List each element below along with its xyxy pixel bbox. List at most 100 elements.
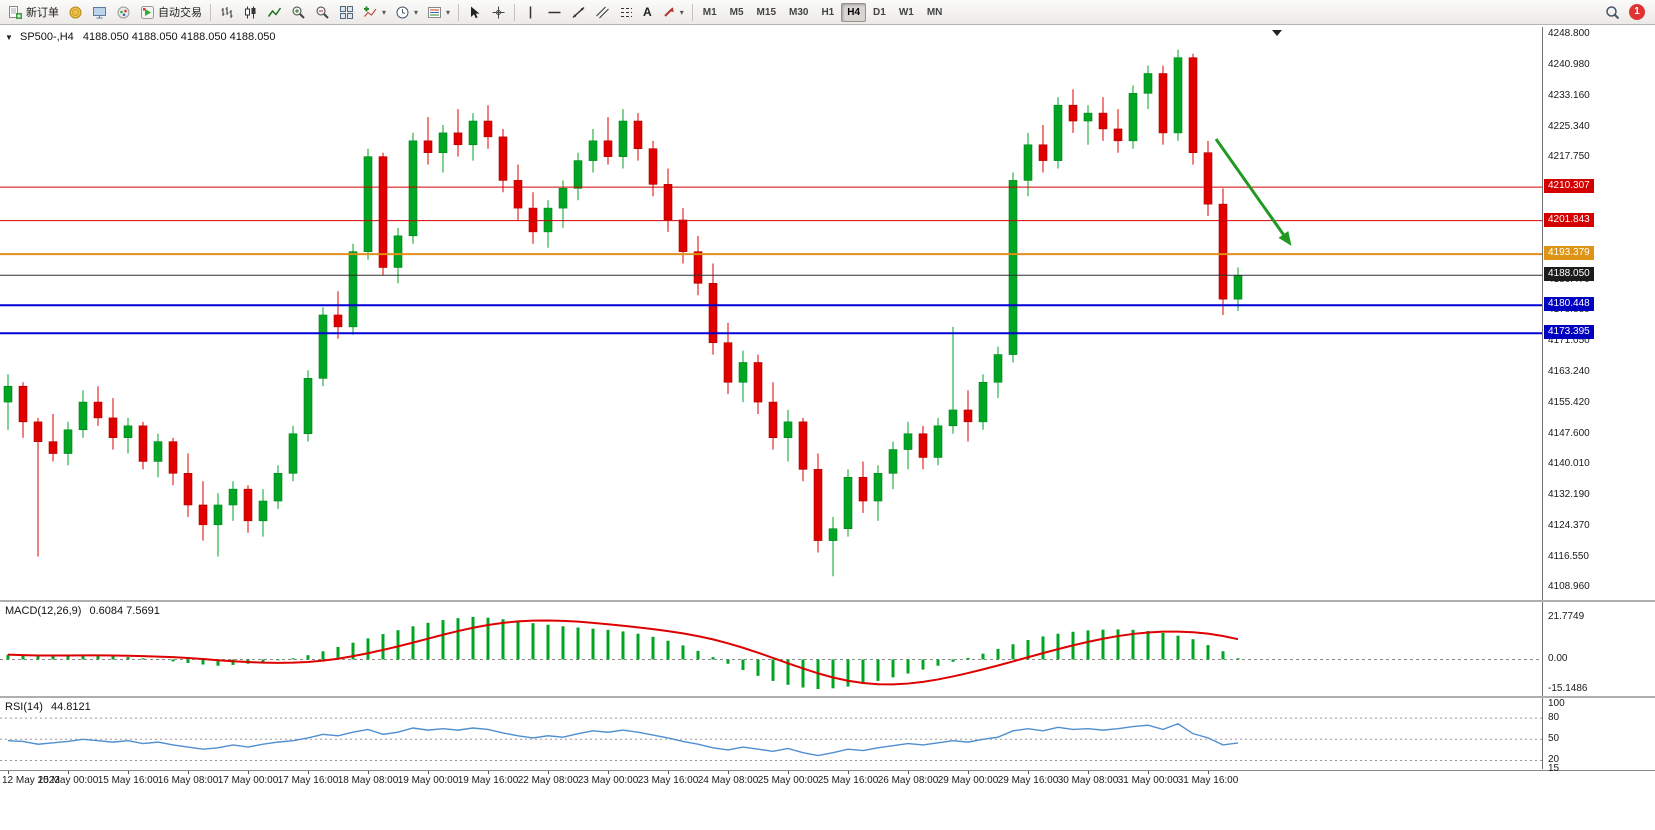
price-tick-label: 4248.800: [1548, 27, 1590, 39]
bear-candle: [813, 469, 823, 541]
price-tick-label: 4140.010: [1548, 458, 1590, 470]
macd-panel[interactable]: [0, 603, 1542, 695]
notification-badge[interactable]: 1: [1629, 4, 1645, 20]
bear-candle: [528, 207, 538, 233]
panel-separator[interactable]: [0, 696, 1655, 698]
time-axis[interactable]: 12 May 2023 15 May 00:00 15 May 16:00 16 Ma…: [0, 771, 1655, 790]
tile-windows-button[interactable]: [335, 2, 358, 23]
timeframe-button-M5[interactable]: M5: [724, 3, 750, 22]
zoom-in-button[interactable]: [287, 2, 310, 23]
time-tick: [308, 771, 309, 774]
bear-candle: [243, 488, 253, 522]
cursor-button[interactable]: [463, 2, 486, 23]
bull-candle: [1173, 57, 1183, 134]
new-order-button[interactable]: 新订单: [4, 2, 63, 23]
candlestick-chart-button[interactable]: [239, 2, 262, 23]
bear-candle: [198, 504, 208, 526]
time-axis-label: 30 May 08:00: [1057, 775, 1119, 786]
coin-icon: [68, 5, 83, 20]
bull-candle: [213, 504, 223, 526]
price-tick-label: 4233.160: [1548, 89, 1590, 101]
trend-arrow[interactable]: [1214, 138, 1290, 242]
bear-candle: [483, 120, 493, 138]
text-tool-icon: A: [643, 5, 652, 19]
indicators-button[interactable]: ▾: [359, 2, 390, 23]
macd-axis-label: -15.1486: [1548, 683, 1588, 694]
bear-candle: [48, 441, 58, 454]
bull-candle: [78, 401, 88, 431]
price-tick-label: 4116.550: [1548, 551, 1589, 563]
candlestick-icon: [243, 5, 258, 20]
vertical-line-icon: [523, 5, 538, 20]
metaeditor-button[interactable]: [64, 2, 87, 23]
bull-candle: [828, 528, 838, 541]
bear-candle: [18, 385, 28, 423]
bear-candle: [633, 120, 643, 150]
crosshair-icon: [491, 5, 506, 20]
monitor-icon: [92, 5, 107, 20]
price-tick-label: 4147.600: [1548, 428, 1590, 440]
main-chart[interactable]: [0, 27, 1542, 600]
bull-candle: [993, 354, 1003, 383]
timeframe-button-H1[interactable]: H1: [815, 3, 840, 22]
time-axis-label: 22 May 08:00: [517, 775, 579, 786]
time-tick: [668, 771, 669, 774]
timeframe-button-M15[interactable]: M15: [751, 3, 782, 22]
text-button[interactable]: A: [639, 2, 656, 23]
crosshair-button[interactable]: [487, 2, 510, 23]
trendline-button[interactable]: [567, 2, 590, 23]
bear-candle: [963, 409, 973, 423]
zoom-out-button[interactable]: [311, 2, 334, 23]
time-axis-label: 29 May 16:00: [997, 775, 1059, 786]
bear-candle: [1113, 128, 1123, 142]
rsi-axis-label: 80: [1548, 712, 1560, 724]
bull-candle: [1143, 73, 1153, 94]
timeframe-button-M1[interactable]: M1: [697, 3, 723, 22]
price-tick-label: 4240.980: [1548, 58, 1590, 70]
rsi-axis-label: 20: [1548, 754, 1560, 766]
bear-candle: [858, 476, 868, 502]
autotrading-button[interactable]: 自动交易: [136, 2, 206, 23]
rsi-panel[interactable]: [0, 699, 1542, 769]
panel-separator[interactable]: [0, 600, 1655, 602]
strategy-tester-button[interactable]: [112, 2, 135, 23]
bull-candle: [978, 381, 988, 423]
bull-candle: [393, 235, 403, 268]
timeframe-button-W1[interactable]: W1: [893, 3, 920, 22]
rsi-line: [7, 722, 1239, 757]
timeframe-button-D1[interactable]: D1: [867, 3, 892, 22]
vertical-line-button[interactable]: [519, 2, 542, 23]
template-icon: [427, 5, 442, 20]
channel-button[interactable]: [591, 2, 614, 23]
arrows-button[interactable]: ▾: [657, 2, 688, 23]
bull-candle: [228, 488, 238, 506]
timeframe-button-MN[interactable]: MN: [921, 3, 949, 22]
scroll-marker-icon[interactable]: [1272, 30, 1282, 36]
bear-candle: [708, 283, 718, 343]
bear-candle: [663, 184, 673, 221]
bull-candle: [618, 120, 628, 157]
bull-candle: [888, 449, 898, 474]
bear-candle: [1203, 152, 1213, 205]
bull-candle: [153, 441, 163, 462]
bear-candle: [1068, 104, 1078, 122]
timeframe-button-M30[interactable]: M30: [783, 3, 814, 22]
search-button[interactable]: [1601, 2, 1624, 23]
dropdown-caret-icon: ▾: [382, 7, 387, 17]
time-axis-label: 23 May 16:00: [637, 775, 699, 786]
periods-button[interactable]: ▾: [391, 2, 422, 23]
market-watch-button[interactable]: [88, 2, 111, 23]
time-axis-label: 15 May 16:00: [97, 775, 159, 786]
horizontal-line-button[interactable]: [543, 2, 566, 23]
templates-button[interactable]: ▾: [423, 2, 454, 23]
bear-candle: [138, 425, 148, 462]
line-chart-button[interactable]: [263, 2, 286, 23]
bull-candle: [738, 362, 748, 383]
bear-candle: [168, 441, 178, 474]
fibonacci-button[interactable]: [615, 2, 638, 23]
bull-candle: [843, 476, 853, 530]
timeframe-button-H4[interactable]: H4: [841, 2, 867, 22]
bull-candle: [543, 207, 553, 233]
bar-chart-button[interactable]: [215, 2, 238, 23]
arrow-objects-icon: [661, 5, 676, 20]
